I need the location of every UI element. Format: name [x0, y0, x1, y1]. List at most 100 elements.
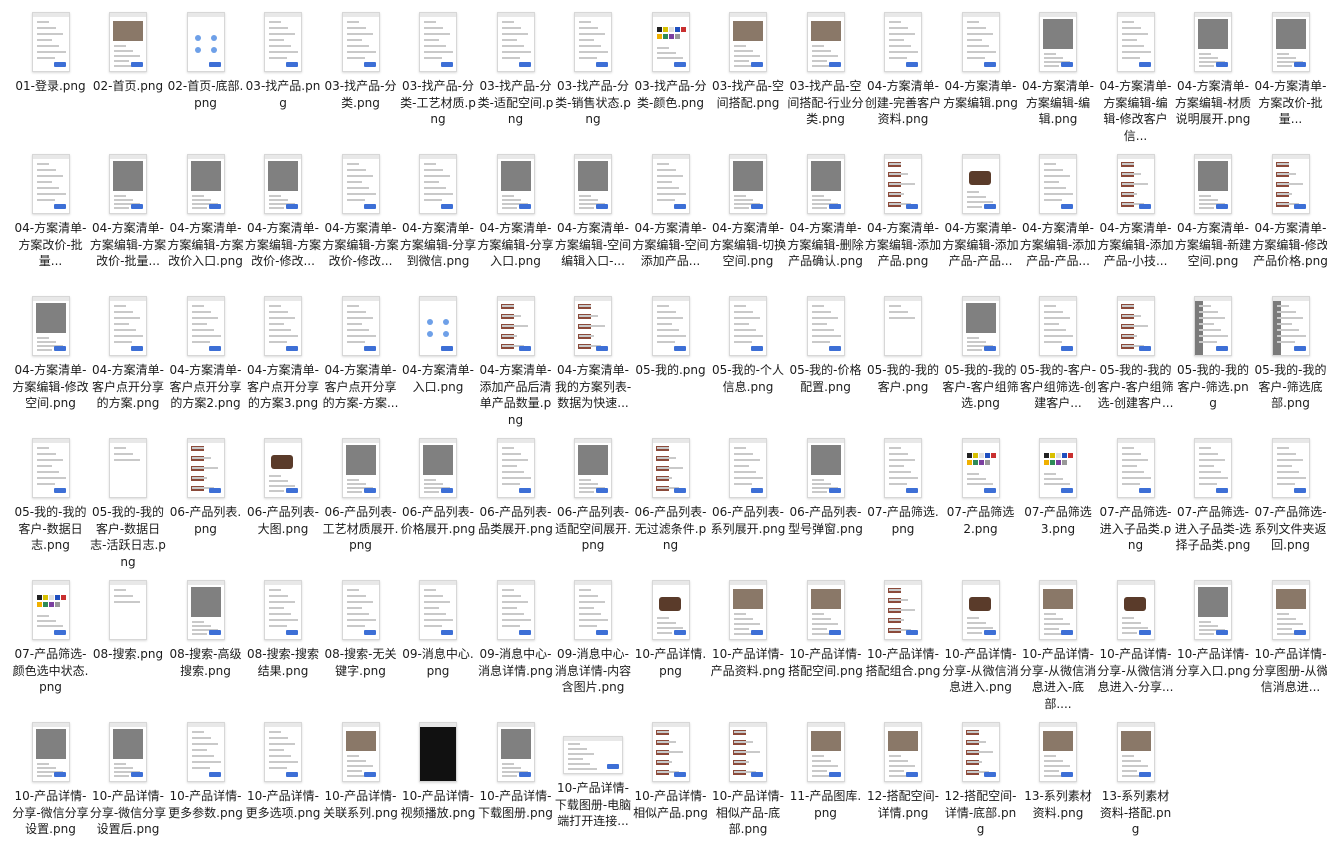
file-item[interactable]: 04-方案清单-客户点开分享的方案.png: [90, 288, 167, 429]
file-item[interactable]: 04-方案清单-方案编辑-切换空间.png: [710, 146, 787, 287]
file-item[interactable]: 05-我的-个人信息.png: [710, 288, 787, 429]
file-item[interactable]: 04-方案清单-方案编辑.png: [942, 4, 1019, 145]
file-item[interactable]: 04-方案清单-方案编辑-分享入口.png: [477, 146, 554, 287]
file-item[interactable]: 06-产品列表-适配空间展开.png: [555, 430, 632, 571]
file-item[interactable]: 04-方案清单-方案编辑-编辑-修改客户信...: [1097, 4, 1174, 145]
file-item[interactable]: 04-方案清单-方案编辑-修改空间.png: [12, 288, 89, 429]
file-item[interactable]: 10-产品详情-分享入口.png: [1175, 572, 1252, 713]
file-item[interactable]: 04-方案清单-方案编辑-编辑.png: [1020, 4, 1097, 145]
file-item[interactable]: 05-我的-我的客户-筛选底部.png: [1252, 288, 1327, 429]
file-item[interactable]: 10-产品详情-下载图册.png: [477, 714, 554, 855]
file-item[interactable]: 10-产品详情-产品资料.png: [710, 572, 787, 713]
file-item[interactable]: 03-找产品-分类-适配空间.png: [477, 4, 554, 145]
file-item[interactable]: 04-方案清单-方案编辑-材质说明展开.png: [1175, 4, 1252, 145]
file-item[interactable]: 03-找产品.png: [245, 4, 322, 145]
file-item[interactable]: 07-产品筛选-进入子品类-选择子品类.png: [1175, 430, 1252, 571]
file-item[interactable]: 03-找产品-空间搭配-行业分类.png: [787, 4, 864, 145]
file-item[interactable]: 10-产品详情-视频播放.png: [400, 714, 477, 855]
file-item[interactable]: 05-我的-我的客户-客户组筛选-创建客户...: [1097, 288, 1174, 429]
file-item[interactable]: 07-产品筛选3.png: [1020, 430, 1097, 571]
file-item[interactable]: 04-方案清单-客户点开分享的方案3.png: [245, 288, 322, 429]
file-item[interactable]: 07-产品筛选.png: [865, 430, 942, 571]
file-item[interactable]: 07-产品筛选-颜色选中状态.png: [12, 572, 89, 713]
file-item[interactable]: 05-我的-我的客户-客户组筛选.png: [942, 288, 1019, 429]
file-item[interactable]: 03-找产品-空间搭配.png: [710, 4, 787, 145]
file-item[interactable]: 04-方案清单-方案编辑-方案改价-修改...: [245, 146, 322, 287]
file-item[interactable]: 12-搭配空间-详情-底部.png: [942, 714, 1019, 855]
file-item[interactable]: 06-产品列表-大图.png: [245, 430, 322, 571]
file-item[interactable]: 05-我的.png: [632, 288, 709, 429]
file-item[interactable]: 09-消息中心-消息详情.png: [477, 572, 554, 713]
file-item[interactable]: 06-产品列表-工艺材质展开.png: [322, 430, 399, 571]
file-item[interactable]: 06-产品列表-价格展开.png: [400, 430, 477, 571]
file-item[interactable]: 05-我的-我的客户.png: [865, 288, 942, 429]
file-item[interactable]: 04-方案清单-客户点开分享的方案2.png: [167, 288, 244, 429]
file-item[interactable]: 05-我的-我的客户-筛选.png: [1175, 288, 1252, 429]
file-item[interactable]: 09-消息中心-消息详情-内容含图片.png: [555, 572, 632, 713]
file-item[interactable]: 04-方案清单-方案编辑-添加产品-产品...: [942, 146, 1019, 287]
file-item[interactable]: 08-搜索-搜索结果.png: [245, 572, 322, 713]
file-item[interactable]: 04-方案清单-方案编辑-空间添加产品...: [632, 146, 709, 287]
file-item[interactable]: 05-我的-客户-客户组筛选-创建客户...: [1020, 288, 1097, 429]
file-item[interactable]: 06-产品列表.png: [167, 430, 244, 571]
file-item[interactable]: 04-方案清单-方案编辑-添加产品-产品...: [1020, 146, 1097, 287]
file-item[interactable]: 11-产品图库.png: [787, 714, 864, 855]
file-item[interactable]: 08-搜索-无关键字.png: [322, 572, 399, 713]
file-item[interactable]: 10-产品详情-分享-从微信消息进入-分享...: [1097, 572, 1174, 713]
file-item[interactable]: 04-方案清单-方案编辑-分享到微信.png: [400, 146, 477, 287]
file-item[interactable]: 03-找产品-分类.png: [322, 4, 399, 145]
file-item[interactable]: 10-产品详情-分享-从微信消息进入.png: [942, 572, 1019, 713]
file-item[interactable]: 07-产品筛选-系列文件夹返回.png: [1252, 430, 1327, 571]
file-item[interactable]: 10-产品详情-搭配组合.png: [865, 572, 942, 713]
file-item[interactable]: 10-产品详情-搭配空间.png: [787, 572, 864, 713]
file-item[interactable]: 10-产品详情-更多参数.png: [167, 714, 244, 855]
file-item[interactable]: 03-找产品-分类-颜色.png: [632, 4, 709, 145]
file-item[interactable]: 13-系列素材资料-搭配.png: [1097, 714, 1174, 855]
file-item[interactable]: 10-产品详情-相似产品-底部.png: [710, 714, 787, 855]
file-item[interactable]: 07-产品筛选-进入子品类.png: [1097, 430, 1174, 571]
file-item[interactable]: 04-方案清单-方案编辑-修改产品价格.png: [1252, 146, 1327, 287]
file-item[interactable]: 04-方案清单-创建-完善客户资料.png: [865, 4, 942, 145]
file-item[interactable]: 04-方案清单-方案编辑-添加产品-小技...: [1097, 146, 1174, 287]
file-item[interactable]: 01-登录.png: [12, 4, 89, 145]
file-item[interactable]: 06-产品列表-无过滤条件.png: [632, 430, 709, 571]
file-item[interactable]: 10-产品详情-分享图册-从微信消息进...: [1252, 572, 1327, 713]
file-item[interactable]: 02-首页-底部.png: [167, 4, 244, 145]
file-item[interactable]: 10-产品详情-关联系列.png: [322, 714, 399, 855]
file-item[interactable]: 02-首页.png: [90, 4, 167, 145]
file-item[interactable]: 03-找产品-分类-工艺材质.png: [400, 4, 477, 145]
file-item[interactable]: 09-消息中心.png: [400, 572, 477, 713]
file-item[interactable]: 07-产品筛选2.png: [942, 430, 1019, 571]
file-item[interactable]: 10-产品详情-相似产品.png: [632, 714, 709, 855]
file-item[interactable]: 05-我的-我的客户-数据日志-活跃日志.png: [90, 430, 167, 571]
file-item[interactable]: 04-方案清单-方案编辑-删除产品确认.png: [787, 146, 864, 287]
file-item[interactable]: 10-产品详情.png: [632, 572, 709, 713]
file-item[interactable]: 04-方案清单-客户点开分享的方案-方案...: [322, 288, 399, 429]
file-item[interactable]: 03-找产品-分类-销售状态.png: [555, 4, 632, 145]
file-item[interactable]: 10-产品详情-分享-从微信消息进入-底部....: [1020, 572, 1097, 713]
file-item[interactable]: 13-系列素材资料.png: [1020, 714, 1097, 855]
file-item[interactable]: 04-方案清单-方案改价-批量...: [12, 146, 89, 287]
file-item[interactable]: 10-产品详情-下载图册-电脑端打开连接...: [555, 714, 632, 855]
file-item[interactable]: 06-产品列表-品类展开.png: [477, 430, 554, 571]
file-item[interactable]: 04-方案清单-入口.png: [400, 288, 477, 429]
file-item[interactable]: 04-方案清单-我的方案列表-数据为快速...: [555, 288, 632, 429]
file-item[interactable]: 05-我的-我的客户-数据日志.png: [12, 430, 89, 571]
file-item[interactable]: 08-搜索-高级搜索.png: [167, 572, 244, 713]
file-item[interactable]: 08-搜索.png: [90, 572, 167, 713]
file-item[interactable]: 04-方案清单-方案编辑-空间编辑入口-...: [555, 146, 632, 287]
file-item[interactable]: 06-产品列表-系列展开.png: [710, 430, 787, 571]
file-item[interactable]: 04-方案清单-方案编辑-方案改价-修改...: [322, 146, 399, 287]
file-item[interactable]: 10-产品详情-分享-微信分享设置.png: [12, 714, 89, 855]
file-item[interactable]: 04-方案清单-方案编辑-方案改价-批量...: [90, 146, 167, 287]
file-item[interactable]: 10-产品详情-分享-微信分享设置后.png: [90, 714, 167, 855]
file-item[interactable]: 05-我的-价格配置.png: [787, 288, 864, 429]
file-item[interactable]: 04-方案清单-方案编辑-方案改价入口.png: [167, 146, 244, 287]
file-item[interactable]: 04-方案清单-方案编辑-添加产品.png: [865, 146, 942, 287]
file-item[interactable]: 06-产品列表-型号弹窗.png: [787, 430, 864, 571]
file-item[interactable]: 04-方案清单-方案改价-批量...: [1252, 4, 1327, 145]
file-item[interactable]: 10-产品详情-更多选项.png: [245, 714, 322, 855]
file-item[interactable]: 12-搭配空间-详情.png: [865, 714, 942, 855]
file-item[interactable]: 04-方案清单-添加产品后清单产品数量.png: [477, 288, 554, 429]
file-item[interactable]: 04-方案清单-方案编辑-新建空间.png: [1175, 146, 1252, 287]
